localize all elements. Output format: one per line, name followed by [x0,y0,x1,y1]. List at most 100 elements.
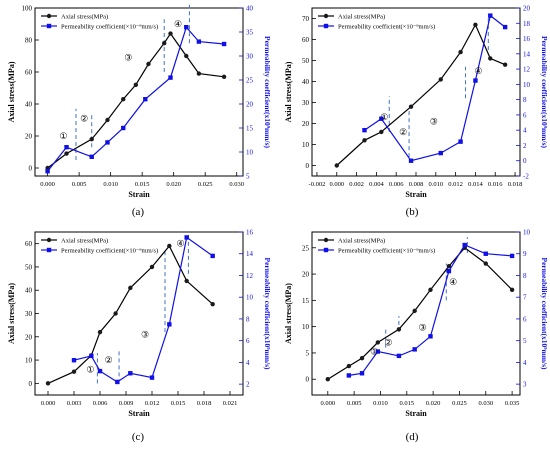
stress-point [483,261,488,266]
stage-label: ② [80,113,88,123]
permeability-point [458,139,463,144]
legend-label-stress: Axial stress(MPa) [61,14,108,21]
x-axis-label: Strain [405,409,427,418]
series-line-stress [327,246,513,380]
left-axis-label: Axial stress(MPa) [284,283,293,344]
right-tick-label: 6 [523,315,527,323]
permeability-point [375,349,381,354]
series-line-permeability [348,244,513,376]
x-tick-label: 0.015 [135,181,150,188]
stage-label: ④ [474,66,482,76]
x-axis-label: Strain [128,190,150,199]
right-tick-label: 8 [523,96,527,104]
x-tick-label: 0.000 [320,400,335,407]
permeability-point [71,358,77,363]
left-tick-label: 100 [22,5,33,13]
stress-point [146,61,151,67]
x-tick-label: 0.010 [428,181,443,188]
stage-label: ② [105,355,113,365]
left-tick-label: 30 [25,310,33,318]
permeability-point [438,150,443,156]
right-tick-label: 0 [523,157,527,165]
permeability-point [128,371,133,376]
stress-point [408,104,414,109]
x-tick-label: 0.018 [508,181,523,188]
panel-label: (b) [406,206,419,218]
x-tick-label: 0.000 [329,181,344,188]
x-tick-label: 0.009 [119,400,134,407]
legend-marker-stress [323,13,329,19]
stress-point [167,243,172,249]
left-tick-label: 15 [302,297,310,305]
chart-panel-3: 0.000 0.003 0.006 0.009 0.012 0.015 0.018 0.021… [7,229,272,444]
stage-label: ① [59,131,67,141]
left-tick-label: 5 [306,349,310,357]
permeability-point [221,41,227,47]
left-tick-label: 20 [25,133,33,141]
permeability-point [143,97,148,102]
legend-marker-stress [46,13,52,19]
stress-point [412,308,417,314]
right-tick-label: 2 [523,142,527,150]
stress-point [89,137,94,142]
stress-point [473,22,478,27]
stress-point [379,129,384,135]
x-tick-label: 0.018 [197,400,212,407]
chart-panel-4: 0.000 0.005 0.010 0.015 0.020 0.025 0.030 0.035… [284,229,549,444]
right-tick-label: 18 [523,20,531,28]
right-tick-label: 16 [523,35,531,43]
left-tick-label: 0 [29,165,33,173]
left-tick-label: 20 [302,120,310,128]
right-tick-label: 25 [246,77,254,85]
legend-label-permeability: Permeability coefficient(×10⁻⁹mm/s) [61,248,158,255]
series-line-permeability [47,26,225,172]
x-tick-label: 0.021 [223,400,238,407]
legend-label-permeability: Permeability coefficient(×10⁻⁹mm/s) [61,24,158,31]
permeability-point [184,25,189,30]
right-tick-label: 6 [523,111,527,119]
left-axis-label: Axial stress(MPa) [7,283,16,344]
permeability-point [105,140,110,145]
right-tick-label: 7 [523,294,527,302]
left-tick-label: 30 [302,99,310,107]
stress-point [428,287,433,293]
x-tick-label: 0.010 [373,400,388,407]
left-tick-label: 60 [302,36,310,44]
permeability-point [167,322,172,327]
stage-label: ① [380,112,388,122]
x-tick-label: 0.025 [452,400,467,407]
permeability-point [509,253,515,259]
stage-label: ④ [177,239,185,249]
series-line-stress [336,23,506,166]
permeability-point [115,379,120,385]
left-tick-label: 0 [306,376,310,384]
x-tick-label: 0.000 [40,181,55,188]
right-tick-label: 8 [246,315,250,323]
right-tick-label: 15 [246,125,254,133]
permeability-point [45,169,50,174]
stage-label: ① [86,364,94,374]
stress-point [502,62,508,67]
stress-point [396,327,402,332]
left-tick-label: 0 [29,380,33,388]
series-line-permeability [73,236,214,383]
permeability-point [346,373,352,378]
permeability-point [396,353,402,359]
series-line-stress [47,32,225,169]
panel-label: (d) [406,431,419,443]
permeability-point [408,158,414,163]
right-tick-label: 16 [246,229,254,237]
right-axis-label: Permeability coefficient(x10⁹mm/s) [263,36,272,149]
stress-point [162,41,167,46]
x-tick-label: 0.030 [478,400,493,407]
stage-label: ③ [141,329,149,339]
x-tick-label: 0.014 [468,181,483,188]
permeability-point [64,145,69,150]
panel-label: (c) [132,431,145,443]
right-axis-label: Permeability coefficient(x10⁹mm/s) [540,36,549,149]
chart-panel-1: 0.000 0.005 0.010 0.015 0.020 0.025 0.030 0 20 40… [7,5,272,219]
legend-label-permeability: Permeability coefficient(×10⁻⁹mm/s) [338,24,435,31]
stress-point [184,53,189,59]
x-tick-label: 0.020 [166,181,181,188]
stage-label: ③ [124,53,132,63]
